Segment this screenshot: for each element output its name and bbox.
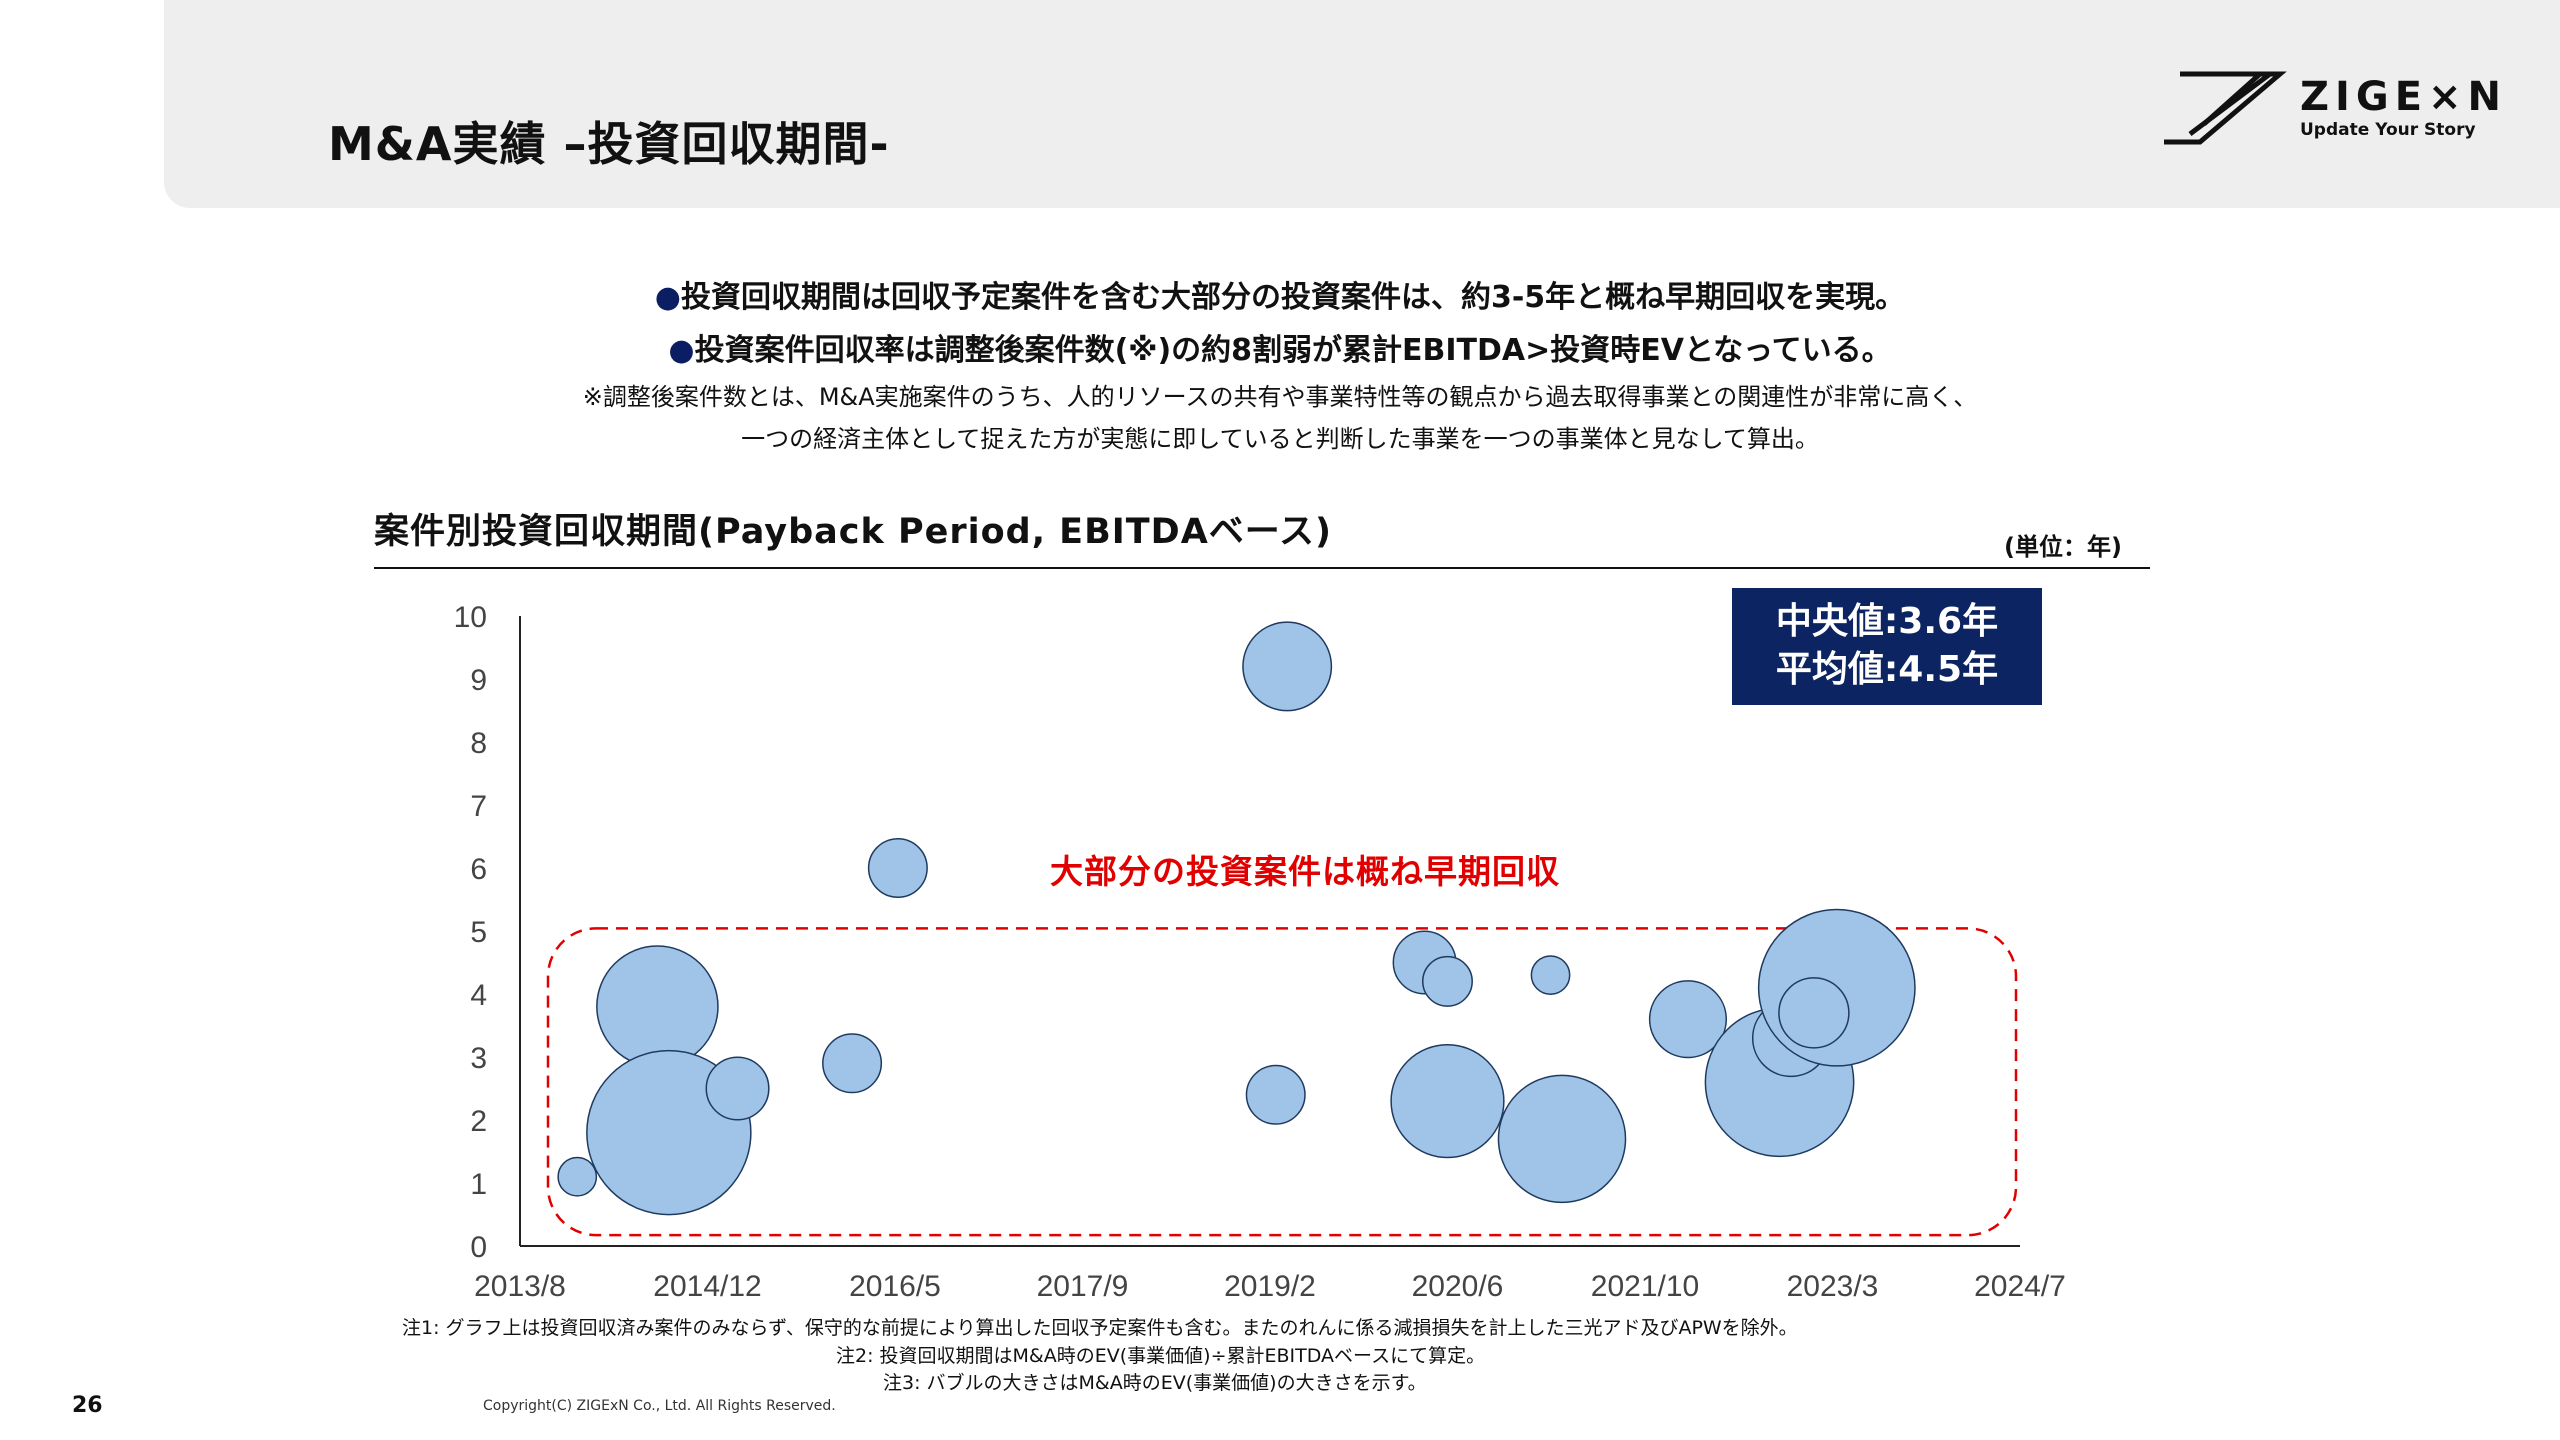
bubble-point-11: [1390, 1043, 1505, 1159]
bubble-point-13: [1497, 1074, 1627, 1204]
bubble-point-10: [1422, 955, 1473, 1007]
median-value: 中央値:3.6年: [1775, 601, 1999, 642]
bubble-point-1: [557, 1156, 598, 1197]
logo-mark-icon: [2164, 71, 2287, 145]
x-tick-label: 2014/12: [653, 1270, 761, 1303]
bubble-point-5: [822, 1033, 883, 1094]
header-band: [164, 0, 2560, 208]
x-tick-label: 2013/8: [474, 1270, 566, 1303]
y-tick-label: 4: [470, 979, 487, 1012]
x-tick-label: 2021/10: [1591, 1270, 1699, 1303]
logo-wordmark: ZIGE×N: [2300, 74, 2508, 120]
y-tick-label: 3: [470, 1042, 487, 1075]
x-tick-label: 2023/3: [1787, 1270, 1879, 1303]
x-tick-label: 2020/6: [1412, 1270, 1504, 1303]
bubble-point-6: [867, 837, 928, 899]
bubble-point-2: [596, 945, 719, 1068]
x-tick-label: 2024/7: [1974, 1270, 2066, 1303]
x-tick-label: 2019/2: [1224, 1270, 1316, 1303]
bullet-recovery-rate: ●投資案件回収率は調整後案件数(※)の約8割弱が累計EBITDA>投資時EVとな…: [0, 325, 2560, 369]
page-number: 26: [72, 1393, 103, 1418]
bullet-marker: ●: [668, 333, 695, 368]
bubble-point-14: [1648, 980, 1727, 1059]
bubble-point-8: [1242, 621, 1333, 712]
y-tick-label: 2: [470, 1105, 487, 1138]
x-tick-label: 2016/5: [849, 1270, 941, 1303]
copyright: Copyright(C) ZIGExN Co., Ltd. All Rights…: [483, 1398, 836, 1414]
note-line-2: 一つの経済主体として捉えた方が実態に即していると判断した事業を一つの事業体と見な…: [741, 425, 1819, 453]
mean-value: 平均値:4.5年: [1775, 649, 1999, 690]
y-tick-label: 5: [470, 916, 487, 949]
y-tick-label: 7: [470, 790, 487, 823]
bullet-payback: ●投資回収期間は回収予定案件を含む大部分の投資案件は、約3-5年と概ね早期回収を…: [0, 272, 2560, 316]
chart-annotation: 大部分の投資案件は概ね早期回収: [1050, 852, 1560, 891]
y-tick-label: 1: [470, 1168, 487, 1201]
page-title: M&A実績 –投資回収期間-: [328, 117, 890, 171]
note-line-1: ※調整後案件数とは、M&A実施案件のうち、人的リソースの共有や事業特性等の観点か…: [582, 383, 1978, 411]
chart-title: 案件別投資回収期間(Payback Period, EBITDAベース): [374, 512, 1333, 552]
chart-title-rule: [374, 567, 2150, 569]
footnote-1: 注1: グラフ上は投資回収済み案件のみならず、保守的な前提により算出した回収予定…: [402, 1317, 1798, 1339]
bubble-point-7: [1245, 1064, 1306, 1125]
company-logo: ZIGE×N Update Your Story: [2160, 68, 2501, 148]
y-tick-label: 10: [454, 601, 487, 634]
bubble-point-12: [1530, 955, 1571, 996]
unit-label: (単位：年): [2004, 533, 2122, 561]
y-tick-label: 0: [470, 1231, 487, 1264]
x-tick-label: 2017/9: [1037, 1270, 1129, 1303]
bubble-point-4: [705, 1056, 770, 1121]
highlight-region: [546, 927, 2018, 1237]
footnote-3: 注3: バブルの大きさはM&A時のEV(事業価値)の大きさを示す。: [883, 1372, 1427, 1394]
bullet-text: 投資案件回収率は調整後案件数(※)の約8割弱が累計EBITDA>投資時EVとなっ…: [694, 333, 1892, 368]
footnote-2: 注2: 投資回収期間はM&A時のEV(事業価値)÷累計EBITDAベースにて算定…: [836, 1345, 1486, 1367]
y-tick-label: 6: [470, 853, 487, 886]
y-tick-label: 9: [470, 664, 487, 697]
y-tick-label: 8: [470, 727, 487, 760]
bullet-text: 投資回収期間は回収予定案件を含む大部分の投資案件は、約3-5年と概ね早期回収を実…: [680, 280, 1906, 315]
stats-box: 中央値:3.6年 平均値:4.5年: [1732, 588, 2042, 705]
bullet-marker: ●: [654, 280, 681, 315]
logo-tagline: Update Your Story: [2300, 120, 2476, 140]
bubble-point-19: [1778, 977, 1850, 1049]
